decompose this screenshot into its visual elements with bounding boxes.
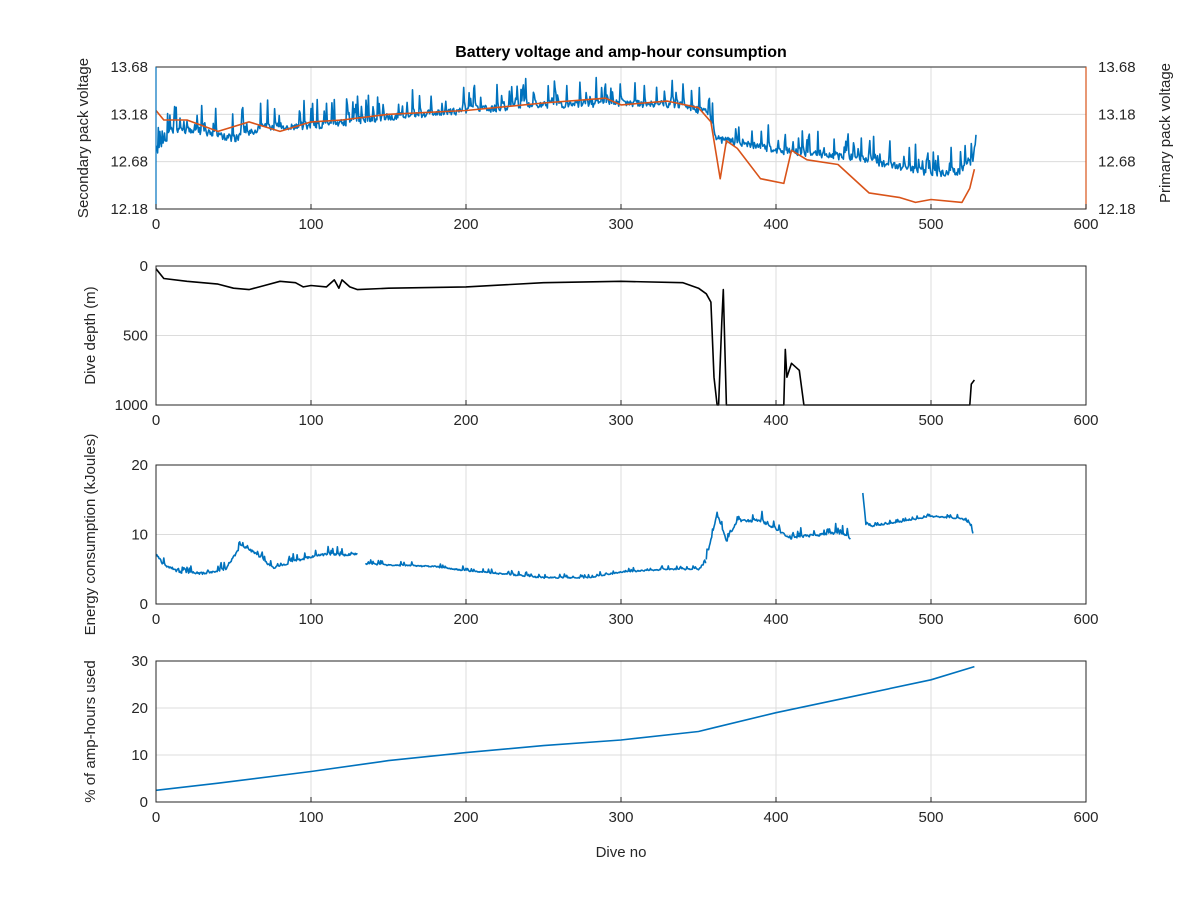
y-tick-label: 0 [140,596,148,613]
x-tick-label: 300 [608,809,633,826]
subplot-depth: 0 100 200 300 400 500 600 0 500 1000 Dive depth (m… [82,258,1099,429]
x-axis-label: Dive no [596,844,647,861]
x-tick-label: 100 [298,216,323,233]
y-tick-label: 0 [140,258,148,275]
x-tick-label: 300 [608,611,633,628]
y-axis-label: Secondary pack voltage [75,58,92,218]
x-tick-label: 300 [608,216,633,233]
x-tick-label: 300 [608,412,633,429]
x-tick-label: 400 [763,809,788,826]
y-axis-label: Energy consumption (kJoules) [82,434,99,636]
x-tick-label: 200 [453,216,478,233]
x-tick-label: 500 [918,412,943,429]
y-tick-label: 12.68 [110,154,148,171]
y-tick-label: 13.68 [110,59,148,76]
y-axis-label: Dive depth (m) [82,286,99,384]
y-tick-label: 10 [131,527,148,544]
y-tick-label: 1000 [115,397,148,414]
x-tick-label: 500 [918,611,943,628]
y-tick-label: 20 [131,457,148,474]
series-line-amphours-1 [156,665,975,792]
right-y-tick-label: 13.18 [1098,106,1136,123]
x-tick-label: 600 [1073,216,1098,233]
series-line-energy-4 [862,492,974,534]
x-tick-label: 200 [453,412,478,429]
series-line-energy-2 [365,559,707,579]
x-tick-label: 500 [918,216,943,233]
x-tick-label: 200 [453,611,478,628]
right-y-axis-label: Primary pack voltage [1157,63,1174,203]
subplot-amphours: 0 100 200 300 400 500 600 0 10 20 30 % of amp-hours… [82,653,1099,861]
x-tick-label: 400 [763,611,788,628]
y-tick-label: 10 [131,747,148,764]
series-line-energy-1 [156,541,358,576]
chart-title: Battery voltage and amp-hour consumption [455,44,787,61]
x-tick-label: 400 [763,412,788,429]
y-tick-label: 12.18 [110,201,148,218]
series-line-voltage-2 [156,97,976,204]
x-tick-label: 0 [152,412,160,429]
y-axis-label: % of amp-hours used [82,660,99,803]
series-line-depth-1 [156,268,976,406]
x-tick-label: 100 [298,412,323,429]
x-tick-label: 400 [763,216,788,233]
right-y-tick-label: 12.68 [1098,154,1136,171]
right-y-tick-label: 12.18 [1098,201,1136,218]
y-tick-label: 30 [131,653,148,670]
subplot-voltage: 0 100 200 300 400 500 60012.1812.6813.1813.681… [75,58,1174,233]
right-y-tick-label: 13.68 [1098,59,1136,76]
x-tick-label: 0 [152,216,160,233]
x-tick-label: 200 [453,809,478,826]
x-tick-label: 100 [298,809,323,826]
x-tick-label: 0 [152,809,160,826]
x-tick-label: 600 [1073,611,1098,628]
y-tick-label: 20 [131,700,148,717]
x-tick-label: 100 [298,611,323,628]
y-tick-label: 0 [140,794,148,811]
x-tick-label: 600 [1073,809,1098,826]
series-line-energy-3 [705,510,851,560]
y-tick-label: 13.18 [110,106,148,123]
x-tick-label: 0 [152,611,160,628]
x-tick-label: 600 [1073,412,1098,429]
subplot-energy: 0 100 200 300 400 500 600 0 10 20 Energy consumpti… [82,434,1099,636]
x-tick-label: 500 [918,809,943,826]
y-tick-label: 500 [123,328,148,345]
